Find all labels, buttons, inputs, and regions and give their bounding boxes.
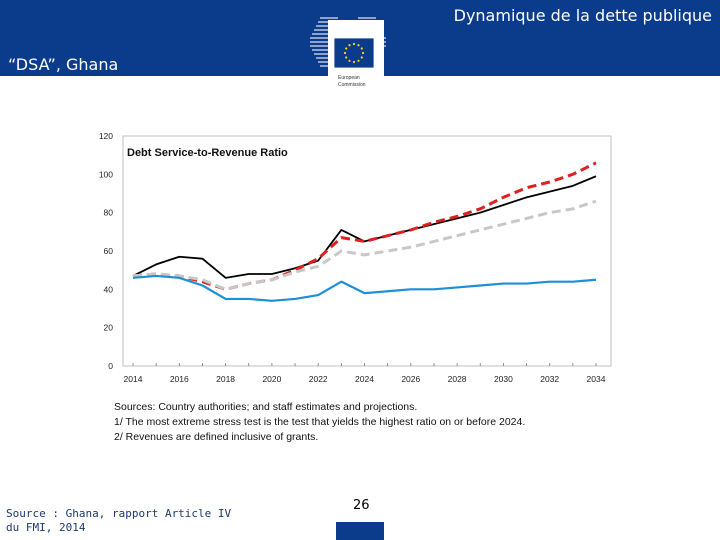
x-tick-label: 2034 — [587, 374, 606, 384]
series-line-1 — [132, 175, 597, 279]
y-tick-label: 0 — [108, 361, 113, 371]
series-line-4 — [132, 274, 597, 302]
series-line-2 — [132, 161, 597, 291]
series-line-3 — [132, 199, 597, 291]
x-tick-label: 2024 — [355, 374, 374, 384]
x-tick-label: 2028 — [448, 374, 467, 384]
series-lines — [132, 161, 597, 302]
x-tick-label: 2032 — [540, 374, 559, 384]
x-tick-label: 2020 — [262, 374, 281, 384]
y-tick-label: 120 — [99, 131, 113, 141]
logo-text: European Commission — [338, 75, 366, 89]
chart-sources: Sources: Country authorities; and staff … — [114, 400, 525, 445]
y-tick-label: 80 — [104, 208, 114, 218]
eu-stars-icon — [343, 42, 365, 64]
source-note-line: Source : Ghana, rapport Article IV — [6, 507, 232, 520]
x-ticks — [132, 363, 597, 366]
logo-text-line: European — [338, 75, 360, 81]
european-commission-logo — [310, 17, 386, 69]
footnote-1: 1/ The most extreme stress test is the t… — [114, 416, 526, 428]
footer-block — [336, 522, 384, 540]
y-tick-label: 40 — [104, 284, 114, 294]
logo-text-line: Commission — [338, 82, 366, 88]
y-tick-label: 20 — [104, 323, 114, 333]
chart-title: Debt Service-to-Revenue Ratio — [127, 147, 288, 159]
page-title: Dynamique de la dette publique — [453, 6, 712, 25]
sources-line: Sources: Country authorities; and staff … — [114, 401, 418, 413]
source-note: Source : Ghana, rapport Article IV du FM… — [6, 507, 231, 535]
x-tick-label: 2018 — [216, 374, 235, 384]
x-tick-label: 2016 — [170, 374, 189, 384]
x-tick-labels: 2014 2016 2018 2020 2022 2024 2026 2028 2030 2032… — [124, 374, 606, 384]
x-tick-label: 2022 — [309, 374, 328, 384]
y-tick-label: 100 — [99, 169, 113, 179]
page-subtitle: “DSA”, Ghana — [8, 55, 119, 74]
debt-service-chart: 0 20 40 60 80 100 120 Debt Service-to-Revenue … — [99, 131, 612, 384]
y-tick-label: 60 — [104, 246, 114, 256]
x-tick-label: 2030 — [494, 374, 513, 384]
y-tick-labels: 0 20 40 60 80 100 120 — [99, 131, 113, 371]
plot-frame — [122, 135, 612, 367]
x-tick-label: 2026 — [401, 374, 420, 384]
page-number: 26 — [353, 498, 370, 513]
x-tick-label: 2014 — [124, 374, 143, 384]
source-note-line: du FMI, 2014 — [6, 521, 86, 534]
footnote-2: 2/ Revenues are defined inclusive of gra… — [114, 431, 319, 443]
